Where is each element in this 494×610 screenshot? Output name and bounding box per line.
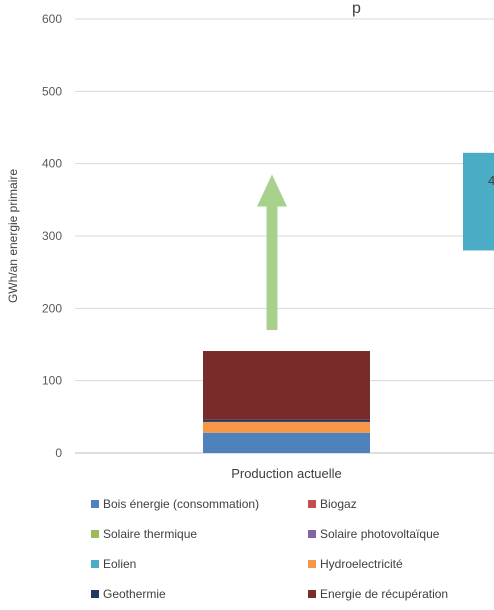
y-tick-label-600: 600 [42, 12, 62, 26]
legend-swatch [308, 530, 316, 538]
legend-swatch [91, 530, 99, 538]
legend-swatch [308, 500, 316, 508]
legend-label: Solaire thermique [103, 527, 198, 541]
plot-area: 0 100 200 300 400 500 600 GWh/an energie primai… [6, 12, 494, 481]
legend-swatch [308, 560, 316, 568]
bar-segment-eolien-2 [463, 152, 494, 251]
arrow-head [257, 174, 287, 207]
legend-swatch [91, 500, 99, 508]
legend-label: Geothermie [103, 587, 166, 601]
legend-item: Bois énergie (consommation) [91, 497, 259, 511]
legend-label: Solaire photovoltaïque [320, 527, 440, 541]
bar-segment-8 [203, 351, 370, 420]
bar-segment-1 [203, 432, 370, 453]
legend-swatch [91, 560, 99, 568]
legend-swatch [91, 590, 99, 598]
y-tick-label-200: 200 [42, 301, 62, 315]
data-label-clipped: 4 [488, 173, 494, 188]
legend-label: Eolien [103, 557, 137, 571]
legend-item: Solaire thermique [91, 527, 197, 541]
x-category-label-1: Production actuelle [231, 466, 342, 481]
legend-label: Energie de récupération [320, 587, 449, 601]
legend-label: Hydroelectricité [320, 557, 403, 571]
y-tick-label-500: 500 [42, 84, 62, 98]
legend-label: Bois énergie (consommation) [103, 497, 260, 511]
legend-label: Biogaz [320, 497, 357, 511]
legend-item: Biogaz [308, 497, 357, 511]
bar-segment-6 [203, 421, 370, 433]
legend-item: Hydroelectricité [308, 557, 403, 571]
y-axis-title: GWh/an energie primaire [6, 169, 20, 303]
legend: Bois énergie (consommation) Biogaz Solaire… [0, 496, 494, 610]
legend-swatch [308, 590, 316, 598]
y-tick-label-100: 100 [42, 374, 62, 388]
chart-title-fragment: p [352, 0, 361, 17]
bar-segment-7 [203, 419, 370, 422]
y-tick-label-400: 400 [42, 157, 62, 171]
legend-item: Energie de récupération [308, 587, 448, 601]
arrow-shaft [266, 206, 278, 331]
legend-item: Geothermie [91, 587, 166, 601]
legend-item: Eolien [91, 557, 136, 571]
y-tick-label-300: 300 [42, 229, 62, 243]
y-tick-label-0: 0 [55, 446, 62, 460]
legend-item: Solaire photovoltaïque [308, 527, 439, 541]
